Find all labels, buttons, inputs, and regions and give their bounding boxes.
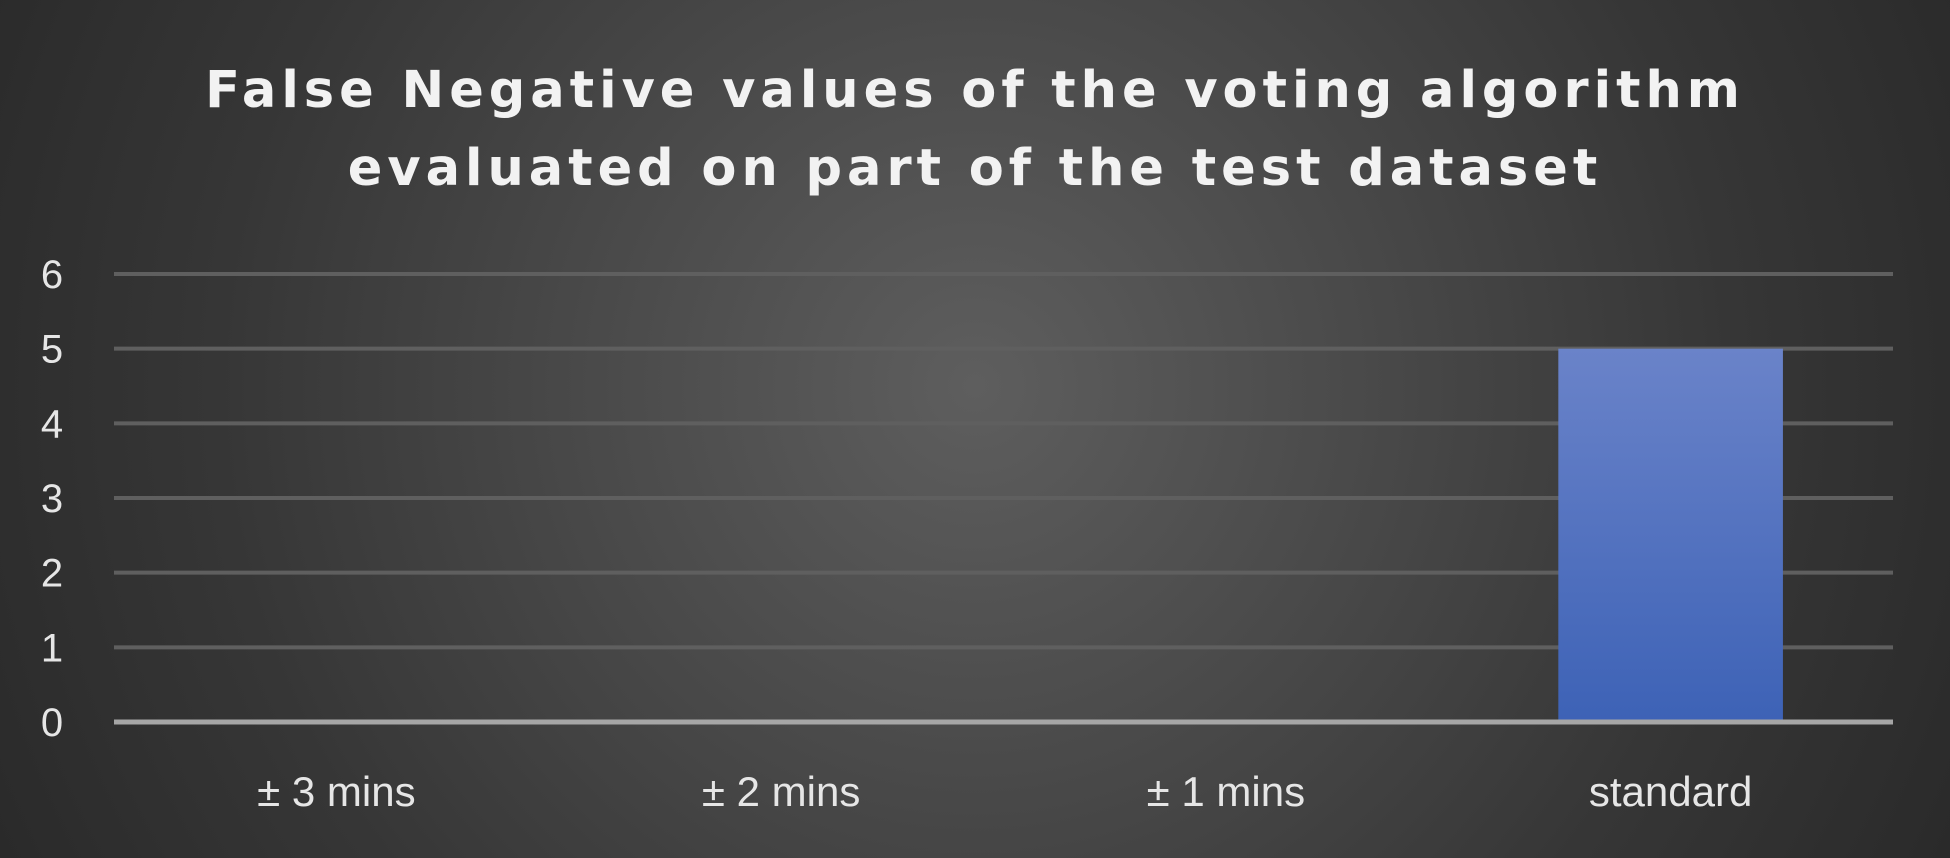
y-tick-label: 5 [41,328,63,372]
chart-title: False Negative values of the voting algo… [0,52,1950,208]
y-tick-label: 0 [41,701,63,745]
x-category-label: ± 3 mins [257,768,415,815]
y-tick-label: 3 [41,477,63,521]
x-category-label: ± 2 mins [702,768,860,815]
chart-title-line-2: evaluated on part of the test dataset [347,139,1603,198]
x-category-label: standard [1589,768,1752,815]
chart-title-line-1: False Negative values of the voting algo… [205,61,1745,120]
x-category-label: ± 1 mins [1147,768,1305,815]
bars [1558,348,1783,722]
y-tick-label: 2 [41,552,63,596]
bar [1558,348,1783,722]
y-tick-label: 1 [41,626,63,670]
y-axis-tick-labels: 0 1 2 3 4 5 6 [41,253,63,745]
y-tick-label: 6 [41,253,63,297]
x-axis-category-labels: ± 3 mins ± 2 mins ± 1 mins standard [257,768,1752,815]
y-tick-label: 4 [41,402,63,446]
